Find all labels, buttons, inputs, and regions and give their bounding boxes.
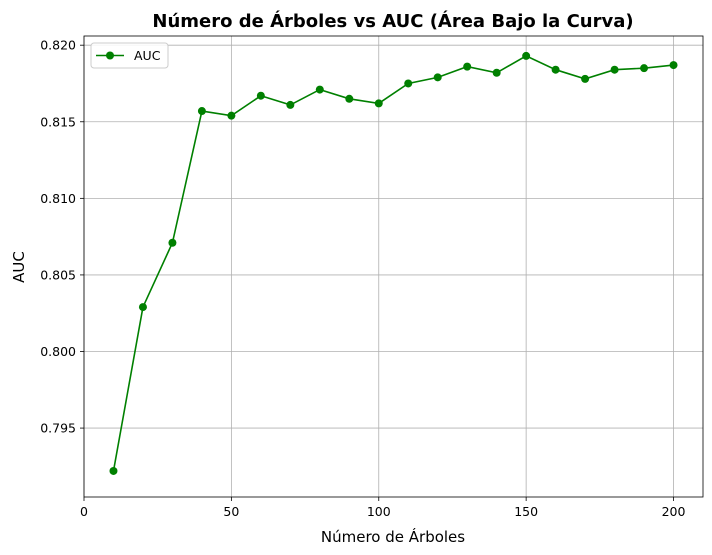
data-point <box>669 61 678 70</box>
x-tick-label: 200 <box>662 504 686 519</box>
data-point <box>109 466 118 475</box>
data-point <box>640 64 649 73</box>
data-point <box>463 62 472 71</box>
y-tick-label: 0.810 <box>40 191 76 206</box>
data-point <box>197 107 206 116</box>
data-point <box>433 73 442 82</box>
y-tick-label: 0.820 <box>40 38 76 53</box>
y-tick-label: 0.815 <box>40 114 76 129</box>
data-point <box>492 68 501 77</box>
legend-marker <box>106 51 114 60</box>
legend: AUC <box>90 42 169 69</box>
x-tick-label: 50 <box>223 504 239 519</box>
series-line-auc <box>112 55 674 472</box>
grid-lines <box>83 36 703 497</box>
x-tick-label: 100 <box>367 504 391 519</box>
data-point <box>315 85 324 94</box>
data-point <box>168 238 177 247</box>
data-point <box>227 111 236 120</box>
data-point <box>404 79 413 88</box>
data-point <box>286 100 295 109</box>
y-axis-label: AUC <box>10 251 28 283</box>
x-tick-label: 0 <box>80 504 88 519</box>
x-axis-ticks: 0 50 100 150 200 <box>80 497 685 519</box>
data-point <box>581 74 590 83</box>
plot-frame <box>83 35 704 498</box>
legend-box <box>90 42 169 69</box>
y-tick-label: 0.800 <box>40 344 76 359</box>
chart-title: Número de Árboles vs AUC (Área Bajo la C… <box>152 10 633 32</box>
y-axis-ticks: 0.795 0.800 0.805 0.810 0.815 0.820 <box>40 38 84 436</box>
y-tick-label: 0.805 <box>40 267 76 282</box>
data-point <box>522 51 531 60</box>
data-point <box>256 91 265 100</box>
data-point <box>138 303 147 312</box>
legend-label: AUC <box>134 48 161 63</box>
data-point <box>610 65 619 74</box>
data-point <box>374 99 383 108</box>
x-tick-label: 150 <box>514 504 538 519</box>
x-axis-label: Número de Árboles <box>321 527 465 546</box>
series-group <box>109 51 678 475</box>
y-tick-label: 0.795 <box>40 421 76 436</box>
data-point <box>345 94 354 103</box>
data-point <box>551 65 560 74</box>
